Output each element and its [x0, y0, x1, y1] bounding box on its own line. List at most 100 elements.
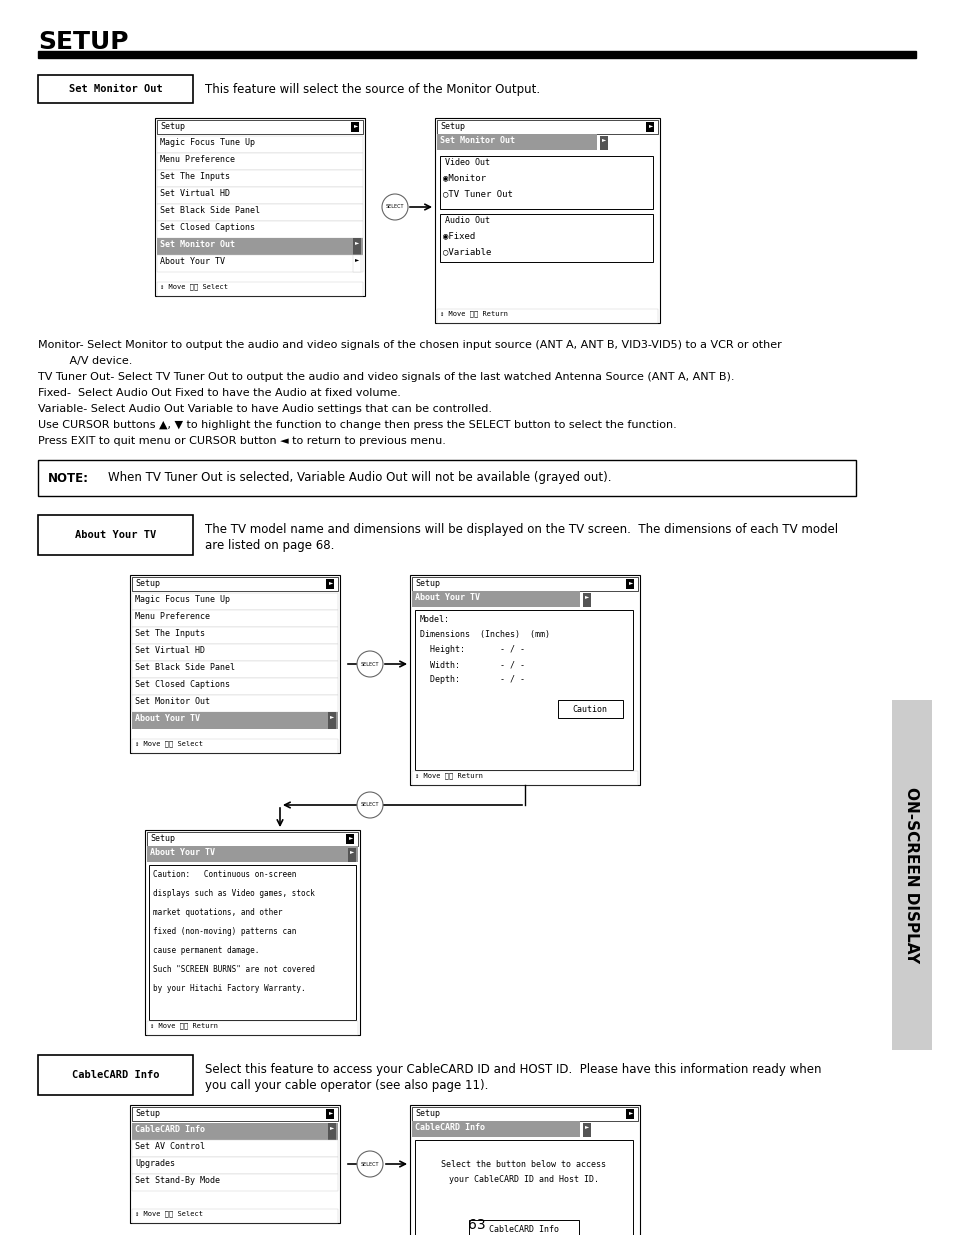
Bar — [157, 221, 363, 238]
Bar — [132, 1123, 337, 1140]
Text: ►: ► — [584, 594, 589, 599]
Text: Audio Out: Audio Out — [444, 216, 490, 225]
Text: cause permanent damage.: cause permanent damage. — [152, 946, 259, 955]
Bar — [147, 1021, 357, 1035]
Bar — [415, 1140, 633, 1235]
Bar — [346, 834, 354, 844]
Bar — [328, 713, 335, 729]
Bar — [38, 75, 193, 103]
Bar — [157, 153, 363, 170]
Text: About Your TV: About Your TV — [160, 257, 225, 266]
Bar — [558, 700, 622, 718]
Text: ↕ Move ①② Return: ↕ Move ①② Return — [150, 1023, 218, 1029]
Bar — [130, 1105, 339, 1223]
Text: About Your TV: About Your TV — [74, 530, 156, 540]
Text: Set Monitor Out: Set Monitor Out — [439, 136, 515, 144]
Text: Menu Preference: Menu Preference — [135, 613, 210, 621]
Bar — [157, 238, 363, 254]
Bar — [582, 593, 590, 606]
Bar — [38, 1055, 193, 1095]
Text: This feature will select the source of the Monitor Output.: This feature will select the source of t… — [205, 83, 539, 95]
Text: Use CURSOR buttons ▲, ▼ to highlight the function to change then press the SELEC: Use CURSOR buttons ▲, ▼ to highlight the… — [38, 420, 676, 430]
Bar — [132, 1157, 337, 1174]
Text: Set Closed Captions: Set Closed Captions — [160, 224, 254, 232]
Bar — [157, 170, 363, 186]
Bar — [147, 832, 357, 846]
Bar — [132, 695, 337, 713]
Bar — [157, 204, 363, 221]
Text: CableCARD Info: CableCARD Info — [71, 1070, 159, 1079]
Bar — [132, 739, 337, 753]
Text: Fixed-  Select Audio Out Fixed to have the Audio at fixed volume.: Fixed- Select Audio Out Fixed to have th… — [38, 388, 400, 398]
Bar — [436, 309, 658, 324]
Text: Magic Focus Tune Up: Magic Focus Tune Up — [135, 595, 230, 604]
Text: SELECT: SELECT — [385, 205, 404, 210]
Bar — [435, 119, 659, 324]
Text: CableCARD Info: CableCARD Info — [135, 1125, 205, 1134]
Bar — [38, 459, 855, 496]
Bar — [38, 51, 915, 58]
Text: ►: ► — [584, 1124, 589, 1129]
Text: ON-SCREEN DISPLAY: ON-SCREEN DISPLAY — [903, 787, 919, 963]
Bar — [599, 136, 607, 149]
Text: Setup: Setup — [439, 122, 464, 131]
Text: TV Tuner Out- Select TV Tuner Out to output the audio and video signals of the l: TV Tuner Out- Select TV Tuner Out to out… — [38, 372, 734, 382]
Text: Video Out: Video Out — [444, 158, 490, 167]
Text: ◉Fixed: ◉Fixed — [442, 231, 475, 240]
Text: ◉Monitor: ◉Monitor — [442, 173, 485, 182]
Text: ►: ► — [329, 580, 333, 585]
Bar — [38, 515, 193, 555]
Circle shape — [356, 651, 382, 677]
Circle shape — [381, 194, 408, 220]
Bar — [410, 576, 639, 785]
Text: ►: ► — [628, 580, 633, 585]
Text: Set The Inputs: Set The Inputs — [160, 172, 230, 182]
Text: SELECT: SELECT — [360, 803, 379, 808]
Text: ►: ► — [349, 835, 353, 840]
Text: Set Black Side Panel: Set Black Side Panel — [135, 663, 234, 672]
Text: Set The Inputs: Set The Inputs — [135, 629, 205, 638]
Text: SELECT: SELECT — [360, 1161, 379, 1167]
Bar — [132, 577, 337, 592]
Text: Such "SCREEN BURNS" are not covered: Such "SCREEN BURNS" are not covered — [152, 965, 314, 974]
Text: Setup: Setup — [415, 579, 439, 588]
Text: Set Virtual HD: Set Virtual HD — [160, 189, 230, 198]
Bar — [132, 610, 337, 627]
Bar — [132, 661, 337, 678]
Text: Select the button below to access: Select the button below to access — [441, 1160, 606, 1170]
Text: Press EXIT to quit menu or CURSOR button ◄ to return to previous menu.: Press EXIT to quit menu or CURSOR button… — [38, 436, 445, 446]
Bar — [326, 579, 334, 589]
Text: ►: ► — [355, 257, 359, 262]
Bar — [326, 1109, 334, 1119]
Text: fixed (non-moving) patterns can: fixed (non-moving) patterns can — [152, 927, 296, 936]
Text: ►: ► — [350, 848, 354, 853]
Text: Depth:        - / -: Depth: - / - — [430, 676, 524, 684]
Text: CableCARD Info: CableCARD Info — [415, 1123, 484, 1132]
Bar — [439, 156, 652, 209]
Text: ►: ► — [354, 124, 358, 128]
Text: Select this feature to access your CableCARD ID and HOST ID.  Please have this i: Select this feature to access your Cable… — [205, 1063, 821, 1076]
Text: are listed on page 68.: are listed on page 68. — [205, 538, 334, 552]
Text: ↕ Move ①② Return: ↕ Move ①② Return — [415, 772, 482, 778]
Bar — [132, 678, 337, 695]
Bar — [469, 1220, 578, 1235]
Text: Model:: Model: — [419, 615, 450, 624]
Bar — [157, 254, 363, 272]
Text: Setup: Setup — [135, 1109, 160, 1118]
Text: Set Monitor Out: Set Monitor Out — [135, 697, 210, 706]
Text: Set Monitor Out: Set Monitor Out — [160, 240, 234, 249]
Text: ►: ► — [329, 1110, 333, 1115]
Circle shape — [356, 1151, 382, 1177]
Bar — [436, 135, 597, 149]
Bar — [891, 700, 931, 1050]
Text: Set Virtual HD: Set Virtual HD — [135, 646, 205, 655]
Bar — [157, 136, 363, 153]
Text: Menu Preference: Menu Preference — [160, 156, 234, 164]
Text: you call your cable operator (see also page 11).: you call your cable operator (see also p… — [205, 1079, 488, 1092]
Text: ►: ► — [601, 137, 605, 142]
Bar — [132, 713, 337, 729]
Text: by your Hitachi Factory Warranty.: by your Hitachi Factory Warranty. — [152, 984, 305, 993]
Text: ○Variable: ○Variable — [442, 247, 491, 256]
Text: your CableCARD ID and Host ID.: your CableCARD ID and Host ID. — [449, 1174, 598, 1184]
Text: Height:       - / -: Height: - / - — [430, 645, 524, 655]
